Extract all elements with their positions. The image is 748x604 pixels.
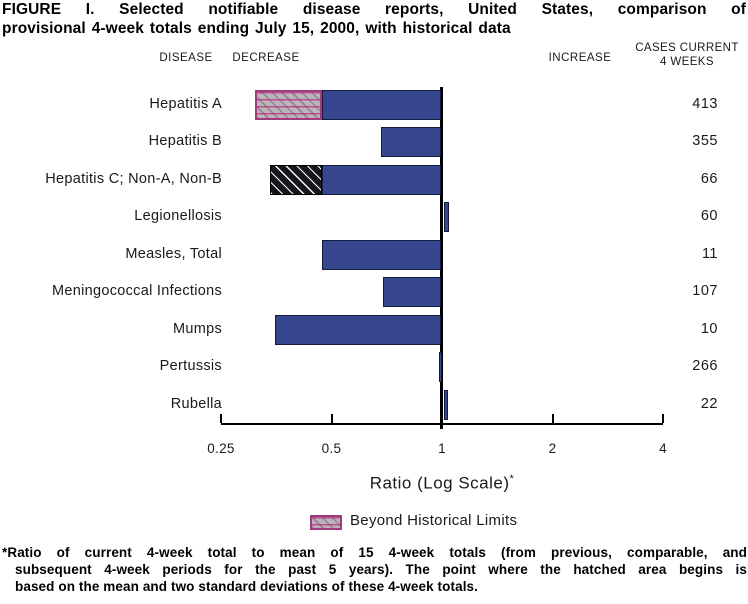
x-axis-label: Ratio (Log Scale)* xyxy=(370,473,515,494)
ratio-bar-decrease xyxy=(321,164,441,195)
ratio-bar-decrease xyxy=(382,277,441,308)
x-axis-label-text: Ratio (Log Scale) xyxy=(369,473,510,493)
disease-label: Meningococcal Infections xyxy=(51,283,222,300)
axis-tick-label: 1 xyxy=(438,441,446,456)
axis-tick-label: 2 xyxy=(548,441,557,456)
figure-title: FIGURE I. Selected notifiable disease re… xyxy=(2,1,746,38)
beyond-historical-limit-segment xyxy=(255,90,322,120)
cases-count: 22 xyxy=(700,395,718,412)
column-header-decrease: DECREASE xyxy=(232,52,300,64)
disease-label: Hepatitis B xyxy=(148,133,222,150)
axis-tick xyxy=(551,414,554,423)
figure-title-line1: FIGURE I. Selected notifiable disease re… xyxy=(2,1,746,18)
cases-count: 266 xyxy=(692,358,718,375)
cases-count: 10 xyxy=(700,320,718,337)
ratio-one-axis-line xyxy=(440,87,443,429)
disease-label: Mumps xyxy=(172,320,222,337)
axis-tick-label: 0.5 xyxy=(321,441,342,456)
column-header-cases-line1: CASES CURRENT xyxy=(635,42,739,54)
footnote-line2: subsequent 4-week periods for the past 5… xyxy=(15,561,747,577)
footnote: *Ratio of current 4-week total to mean o… xyxy=(2,545,747,595)
cases-count: 60 xyxy=(700,208,718,225)
legend-swatch-beyond-limits xyxy=(310,515,342,530)
legend-label: Beyond Historical Limits xyxy=(350,512,518,529)
disease-label: Pertussis xyxy=(159,358,222,375)
ratio-bar-decrease xyxy=(321,239,441,270)
disease-label: Hepatitis C; Non-A, Non-B xyxy=(45,170,222,187)
x-axis-label-asterisk: * xyxy=(509,473,515,485)
ratio-bar-decrease xyxy=(438,352,442,383)
ratio-bar-decrease xyxy=(380,127,441,158)
column-header-increase: INCREASE xyxy=(548,52,612,64)
cases-count: 107 xyxy=(692,283,718,300)
column-header-disease: DISEASE xyxy=(159,52,213,64)
disease-label: Legionellosis xyxy=(134,208,222,225)
footnote-line3: based on the mean and two standard devia… xyxy=(15,578,478,594)
ratio-bar-increase xyxy=(444,389,448,420)
footnote-line1: *Ratio of current 4-week total to mean o… xyxy=(2,545,747,560)
x-axis-baseline xyxy=(221,423,663,425)
figure-title-line2: provisional 4-week totals ending July 15… xyxy=(2,19,511,37)
cases-count: 66 xyxy=(700,170,718,187)
ratio-bar-decrease xyxy=(274,314,441,345)
cases-count: 355 xyxy=(692,133,718,150)
column-header-cases-line2: 4 WEEKS xyxy=(660,56,714,68)
ratio-bar-increase xyxy=(444,202,450,233)
beyond-historical-limit-segment xyxy=(270,164,322,195)
axis-tick-label: 4 xyxy=(659,441,667,456)
ratio-bar-decrease xyxy=(321,90,441,120)
cases-count: 413 xyxy=(692,96,718,112)
axis-tick xyxy=(330,414,333,423)
disease-label: Measles, Total xyxy=(125,245,222,262)
disease-label: Hepatitis A xyxy=(149,96,222,112)
axis-tick-label: 0.25 xyxy=(207,441,235,456)
cases-count: 11 xyxy=(701,245,718,262)
disease-label: Rubella xyxy=(170,395,222,412)
axis-tick xyxy=(662,414,664,423)
axis-tick xyxy=(220,414,222,423)
column-header-cases-current: CASES CURRENT 4 WEEKS xyxy=(635,41,739,69)
